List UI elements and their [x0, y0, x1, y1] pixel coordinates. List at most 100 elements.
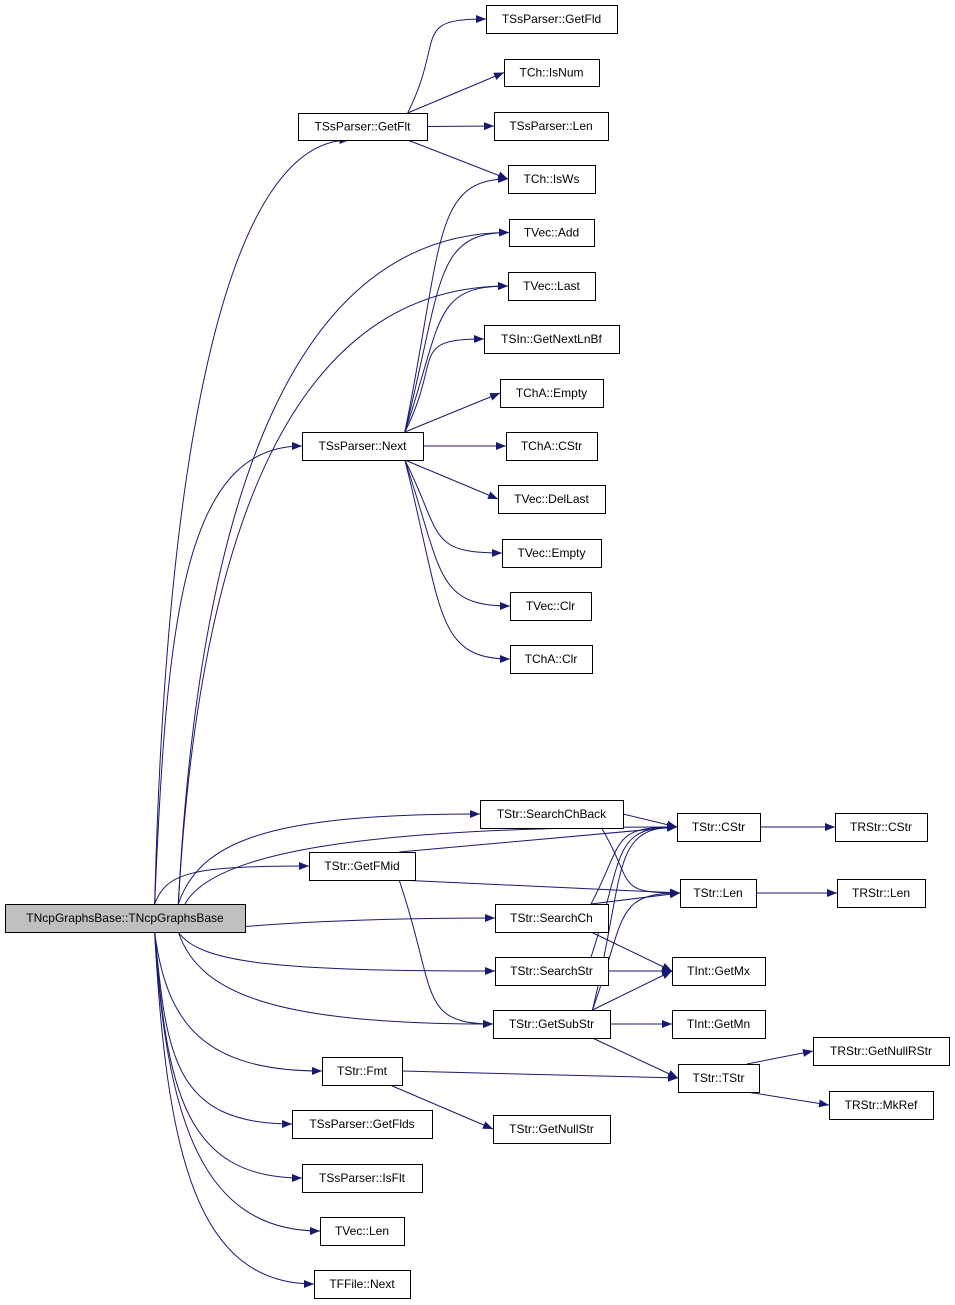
node-box: [678, 1064, 760, 1093]
node-label: TFFile::Next: [329, 1277, 395, 1291]
node-label: TInt::GetMx: [687, 964, 750, 978]
graph-node[interactable]: TChA::Clr: [510, 645, 593, 674]
node-label: TCh::IsNum: [519, 66, 583, 80]
node-label: TInt::GetMn: [687, 1017, 750, 1031]
node-label: TStr::GetNullStr: [509, 1122, 594, 1136]
edge-root-to-getsubstr: [177, 931, 494, 1028]
graph-node[interactable]: TVec::DelLast: [498, 485, 606, 514]
node-label: TVec::Empty: [517, 546, 585, 560]
graph-node[interactable]: TVec::Last: [508, 272, 596, 301]
edge-root-to-vlast: [177, 282, 509, 905]
graph-node[interactable]: TVec::Empty: [502, 539, 602, 568]
edge-root-to-getflt: [154, 136, 350, 905]
node-box: [486, 5, 618, 34]
graph-node[interactable]: TStr::SearchChBack: [480, 800, 624, 829]
node-label: TRStr::Len: [852, 886, 910, 900]
edge-root-to-ffnext: [154, 931, 315, 1288]
node-box: [292, 1110, 433, 1139]
node-box: [813, 1037, 950, 1066]
graph-node[interactable]: TStr::SearchCh: [495, 904, 609, 933]
edge-root-to-vlen: [154, 931, 321, 1235]
node-box: [680, 879, 757, 908]
edge-getsubstr-to-strtstr: [592, 1037, 679, 1079]
graph-node[interactable]: TInt::GetMx: [672, 957, 766, 986]
root-node[interactable]: TNcpGraphsBase::TNcpGraphsBase: [5, 904, 246, 933]
node-label: TVec::Last: [523, 279, 580, 293]
node-box: [672, 957, 766, 986]
node-box: [480, 800, 624, 829]
edge-ssnext-to-vlast: [404, 282, 509, 433]
edge-getfmid-to-getsubstr: [398, 879, 494, 1028]
node-label: TStr::SearchChBack: [497, 807, 607, 821]
graph-node[interactable]: TChA::Empty: [500, 379, 604, 408]
graph-node[interactable]: TVec::Add: [509, 219, 595, 247]
edge-getflt-to-isnum: [407, 72, 505, 114]
node-label: TChA::CStr: [521, 439, 582, 453]
graph-node[interactable]: TChA::CStr: [506, 432, 598, 461]
node-label: TStr::SearchStr: [510, 964, 593, 978]
graph-node[interactable]: TStr::TStr: [678, 1064, 760, 1093]
edge-root-to-strcstr: [184, 823, 678, 905]
node-box: [500, 379, 604, 408]
edge-ssnext-to-isws: [404, 175, 509, 433]
graph-node[interactable]: TStr::Len: [680, 879, 757, 908]
graph-node[interactable]: TRStr::MkRef: [829, 1091, 934, 1120]
node-box: [504, 59, 600, 87]
edge-root-to-searchstr: [177, 931, 496, 975]
node-label: TSsParser::Next: [318, 439, 407, 453]
edge-getflt-to-getfld: [407, 15, 487, 114]
graph-node[interactable]: TRStr::Len: [837, 879, 926, 908]
nodes: TNcpGraphsBase::TNcpGraphsBaseTSsParser:…: [5, 5, 950, 1299]
node-box: [829, 1091, 934, 1120]
graph-node[interactable]: TStr::GetNullStr: [493, 1115, 611, 1144]
graph-node[interactable]: TFFile::Next: [314, 1270, 411, 1299]
graph-node[interactable]: TStr::Fmt: [322, 1057, 403, 1086]
node-label: TRStr::CStr: [850, 820, 912, 834]
node-box: [835, 813, 928, 842]
node-label: TVec::Clr: [526, 599, 575, 613]
edge-getfmid-to-strlen: [399, 879, 681, 897]
edge-fmt-to-getnullstr: [389, 1084, 494, 1130]
graph-node[interactable]: TStr::GetSubStr: [493, 1010, 611, 1039]
node-label: TStr::Fmt: [337, 1064, 388, 1078]
node-box: [322, 1057, 403, 1086]
node-box: [302, 432, 424, 461]
edge-getfmid-to-strcstr: [399, 823, 678, 853]
graph-node[interactable]: TSsParser::Len: [494, 112, 609, 141]
node-label: TStr::Len: [693, 886, 742, 900]
graph-node[interactable]: TSsParser::GetFlds: [292, 1110, 433, 1139]
node-label: TVec::DelLast: [514, 492, 589, 506]
node-box: [495, 904, 609, 933]
graph-node[interactable]: TRStr::GetNullRStr: [813, 1037, 950, 1066]
edge-root-to-fmt: [154, 931, 323, 1075]
graph-node[interactable]: TStr::GetFMid: [309, 852, 416, 881]
node-label: TStr::TStr: [693, 1071, 745, 1085]
graph-node[interactable]: TStr::SearchStr: [495, 957, 609, 986]
graph-node[interactable]: TInt::GetMn: [672, 1010, 766, 1039]
edge-getsubstr-to-getmx: [592, 970, 673, 1011]
edge-ssnext-to-chaclr: [404, 459, 511, 663]
node-label: TSsParser::GetFlt: [314, 120, 411, 134]
node-label: TSsParser::IsFlt: [319, 1171, 406, 1185]
graph-node[interactable]: TStr::CStr: [677, 813, 761, 842]
edge-root-to-searchchback: [177, 810, 481, 905]
edge-root-to-getfmid: [154, 862, 310, 905]
node-box: [493, 1115, 611, 1144]
edge-searchch-to-strlen: [590, 890, 681, 905]
node-label: TNcpGraphsBase::TNcpGraphsBase: [26, 911, 224, 925]
graph-node[interactable]: TVec::Len: [320, 1217, 405, 1246]
graph-node[interactable]: TVec::Clr: [510, 592, 592, 621]
graph-node[interactable]: TSsParser::GetFlt: [298, 113, 428, 141]
graph-node[interactable]: TRStr::CStr: [835, 813, 928, 842]
graph-node[interactable]: TSsParser::Next: [302, 432, 424, 461]
node-box: [493, 1010, 611, 1039]
graph-node[interactable]: TCh::IsNum: [504, 59, 600, 87]
graph-node[interactable]: TCh::IsWs: [508, 165, 596, 194]
edge-ssnext-to-vdellast: [404, 459, 499, 500]
edge-root-to-getflds: [154, 931, 293, 1128]
graph-node[interactable]: TSIn::GetNextLnBf: [484, 325, 620, 354]
graph-node[interactable]: TSsParser::GetFld: [486, 5, 618, 34]
node-box: [502, 539, 602, 568]
graph-node[interactable]: TSsParser::IsFlt: [302, 1164, 423, 1193]
node-label: TChA::Empty: [516, 386, 587, 400]
